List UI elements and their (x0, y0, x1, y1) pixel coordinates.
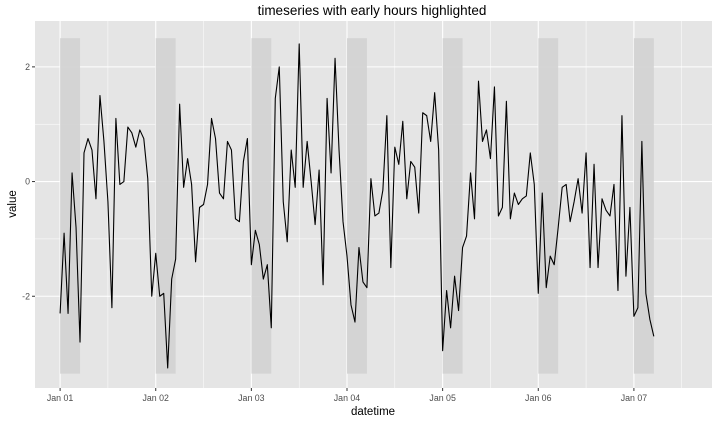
x-tick-label: Jan 06 (525, 393, 552, 403)
y-tick-label: -2 (22, 291, 30, 301)
chart-title: timeseries with early hours highlighted (258, 3, 487, 18)
y-tick-label: 0 (25, 177, 30, 187)
highlight-rect (442, 38, 463, 374)
x-tick-label: Jan 04 (334, 393, 361, 403)
early-hours-highlights (60, 38, 654, 374)
y-tick-label: 2 (25, 62, 30, 72)
x-axis-title: datetime (351, 406, 395, 418)
x-tick-label: Jan 07 (621, 393, 648, 403)
x-tick-label: Jan 01 (47, 393, 74, 403)
axes: -2 0 2 Jan 01 Jan 02 Jan 03 Jan 04 Jan 05 Jan 06… (22, 62, 647, 403)
highlight-rect (251, 38, 272, 374)
x-tick-label: Jan 03 (238, 393, 265, 403)
x-tick-label: Jan 02 (143, 393, 170, 403)
x-tick-label: Jan 05 (429, 393, 456, 403)
highlight-rect (347, 38, 367, 374)
series-line (59, 43, 655, 369)
y-axis-title: value (7, 190, 19, 218)
highlight-rect (538, 38, 559, 374)
highlight-rect (60, 38, 81, 374)
